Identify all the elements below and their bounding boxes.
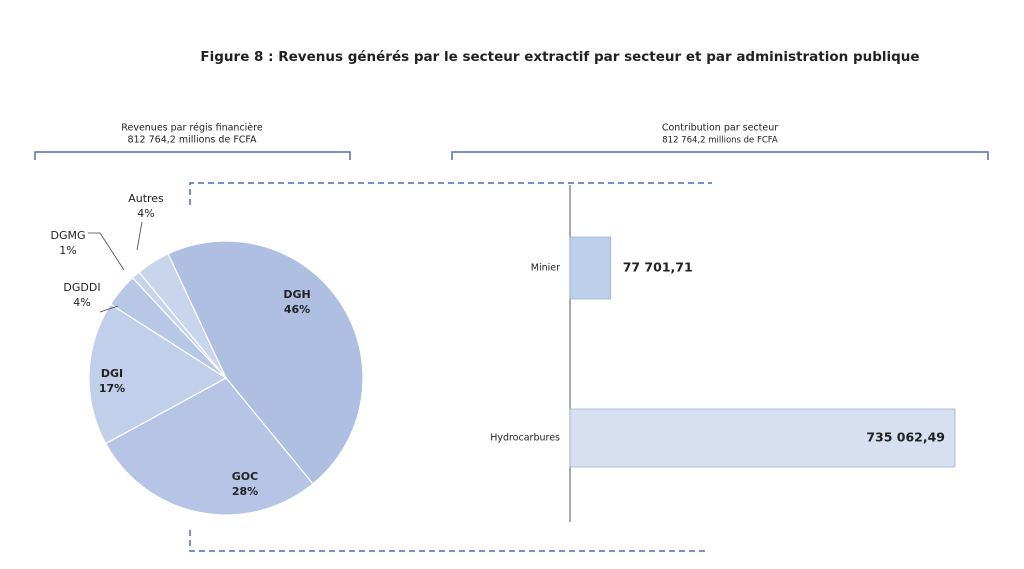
pie-label: DGH: [283, 288, 310, 301]
pie-value-label: 4%: [73, 296, 90, 309]
leader-line: [99, 305, 119, 313]
figure-title: Figure 8 : Revenus générés par le secteu…: [200, 49, 919, 65]
value-label: 77 701,71: [623, 260, 693, 275]
pie-label: GOC: [232, 470, 258, 483]
bar-subtitle: 812 764,2 millions de FCFA: [662, 136, 778, 146]
pie-value-label: 17%: [99, 382, 125, 395]
pie-value-label: 4%: [137, 207, 154, 220]
bar: [569, 236, 612, 300]
pie-slice: [88, 303, 228, 445]
pie-label: DGMG: [50, 229, 85, 242]
connector: [189, 182, 712, 205]
category-label: Hydrocarbures: [490, 433, 560, 444]
pie-value-label: 1%: [59, 244, 76, 257]
bracket: [34, 151, 351, 160]
pie-slice: [138, 253, 227, 379]
value-label: 735 062,49: [866, 430, 945, 445]
pie-label: DGI: [101, 367, 123, 380]
category-label: Minier: [531, 263, 560, 274]
pie-value-label: 46%: [284, 303, 310, 316]
pie-title: Revenues par régis financière: [121, 123, 263, 134]
pie-label: DGDDI: [63, 281, 100, 294]
bar-title: Contribution par secteur: [662, 123, 778, 134]
leader-line: [88, 232, 125, 271]
pie-slice: [104, 377, 314, 516]
pie-subtitle: 812 764,2 millions de FCFA: [127, 135, 257, 146]
connector: [189, 530, 708, 552]
bracket: [451, 151, 989, 160]
leader-line: [136, 221, 143, 251]
pie-value-label: 28%: [232, 485, 258, 498]
pie-label: Autres: [128, 192, 164, 205]
bar: [569, 408, 956, 468]
pie-slice: [167, 240, 364, 485]
